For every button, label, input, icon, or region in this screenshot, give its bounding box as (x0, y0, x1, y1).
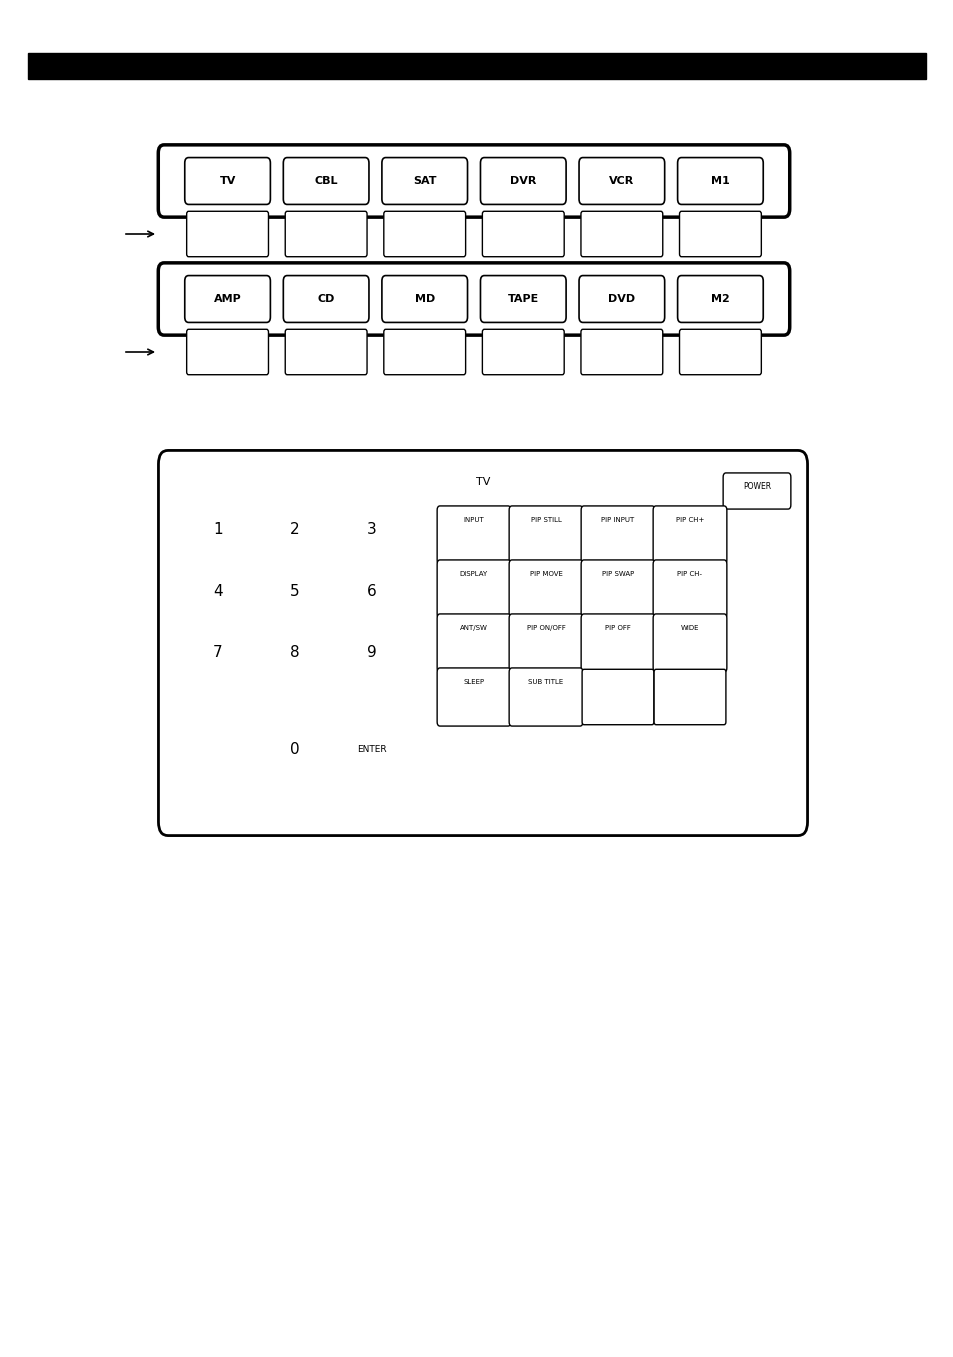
Text: DVD: DVD (608, 294, 635, 304)
FancyBboxPatch shape (677, 157, 762, 205)
FancyBboxPatch shape (580, 506, 654, 565)
FancyBboxPatch shape (679, 212, 760, 256)
Text: M2: M2 (710, 294, 729, 304)
FancyBboxPatch shape (677, 275, 762, 323)
Text: MD: MD (415, 294, 435, 304)
Text: PIP CH-: PIP CH- (677, 571, 701, 577)
Text: PIP CH+: PIP CH+ (675, 517, 703, 522)
FancyBboxPatch shape (580, 212, 662, 256)
FancyBboxPatch shape (722, 474, 790, 509)
FancyBboxPatch shape (653, 560, 726, 617)
FancyBboxPatch shape (482, 212, 563, 256)
FancyBboxPatch shape (285, 330, 367, 375)
FancyBboxPatch shape (581, 669, 653, 725)
Text: PIP STILL: PIP STILL (530, 517, 561, 522)
Text: WIDE: WIDE (680, 626, 699, 631)
Text: 1: 1 (213, 522, 223, 537)
FancyBboxPatch shape (158, 451, 806, 836)
Text: CD: CD (317, 294, 335, 304)
Text: DVR: DVR (510, 176, 536, 186)
FancyBboxPatch shape (436, 668, 510, 726)
Text: 5: 5 (290, 584, 299, 598)
FancyBboxPatch shape (381, 275, 467, 323)
Text: TV: TV (219, 176, 235, 186)
FancyBboxPatch shape (653, 506, 726, 565)
Text: PIP ON/OFF: PIP ON/OFF (526, 626, 565, 631)
FancyBboxPatch shape (654, 669, 725, 725)
FancyBboxPatch shape (480, 275, 565, 323)
Text: AMP: AMP (213, 294, 241, 304)
FancyBboxPatch shape (158, 145, 789, 217)
FancyBboxPatch shape (383, 212, 465, 256)
Text: PIP INPUT: PIP INPUT (600, 517, 634, 522)
FancyBboxPatch shape (580, 330, 662, 375)
Text: M1: M1 (710, 176, 729, 186)
Text: ENTER: ENTER (356, 745, 386, 754)
Bar (28, 53, 925, 79)
FancyBboxPatch shape (679, 330, 760, 375)
Text: INPUT: INPUT (463, 517, 484, 522)
FancyBboxPatch shape (480, 157, 565, 205)
FancyBboxPatch shape (383, 330, 465, 375)
FancyBboxPatch shape (580, 560, 654, 617)
FancyBboxPatch shape (509, 506, 582, 565)
Text: 2: 2 (290, 522, 299, 537)
FancyBboxPatch shape (381, 157, 467, 205)
Text: SLEEP: SLEEP (463, 678, 484, 685)
FancyBboxPatch shape (509, 560, 582, 617)
FancyBboxPatch shape (653, 613, 726, 672)
Text: PIP MOVE: PIP MOVE (529, 571, 562, 577)
FancyBboxPatch shape (578, 157, 664, 205)
FancyBboxPatch shape (509, 613, 582, 672)
Text: 9: 9 (367, 645, 376, 660)
Text: 7: 7 (213, 645, 223, 660)
FancyBboxPatch shape (482, 330, 563, 375)
FancyBboxPatch shape (283, 157, 369, 205)
Text: 3: 3 (367, 522, 376, 537)
FancyBboxPatch shape (436, 506, 510, 565)
Text: TV: TV (476, 478, 490, 487)
Text: DISPLAY: DISPLAY (459, 571, 488, 577)
FancyBboxPatch shape (436, 560, 510, 617)
FancyBboxPatch shape (285, 212, 367, 256)
FancyBboxPatch shape (187, 330, 268, 375)
FancyBboxPatch shape (283, 275, 369, 323)
FancyBboxPatch shape (158, 263, 789, 335)
Text: POWER: POWER (742, 483, 770, 491)
FancyBboxPatch shape (580, 613, 654, 672)
FancyBboxPatch shape (185, 275, 270, 323)
FancyBboxPatch shape (436, 613, 510, 672)
Text: TAPE: TAPE (507, 294, 538, 304)
Text: 6: 6 (367, 584, 376, 598)
Text: SUB TITLE: SUB TITLE (528, 678, 563, 685)
Text: CBL: CBL (314, 176, 337, 186)
Text: 4: 4 (213, 584, 223, 598)
FancyBboxPatch shape (187, 212, 268, 256)
FancyBboxPatch shape (578, 275, 664, 323)
Text: 8: 8 (290, 645, 299, 660)
Text: 0: 0 (290, 742, 299, 757)
Text: VCR: VCR (609, 176, 634, 186)
Text: PIP SWAP: PIP SWAP (601, 571, 634, 577)
Text: PIP OFF: PIP OFF (604, 626, 630, 631)
Text: ANT/SW: ANT/SW (459, 626, 487, 631)
FancyBboxPatch shape (509, 668, 582, 726)
FancyBboxPatch shape (185, 157, 270, 205)
Text: SAT: SAT (413, 176, 436, 186)
